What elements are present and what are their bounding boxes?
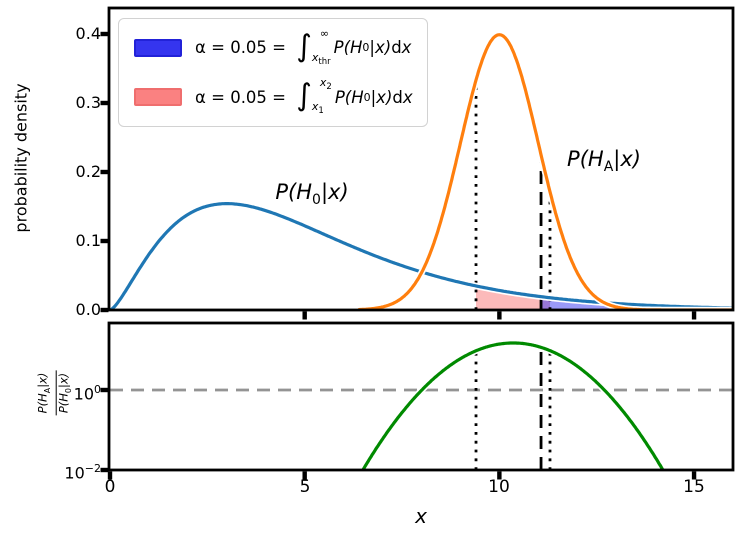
bottom-panel-plot <box>110 339 733 471</box>
legend-formula-central-band: α = 0.05 = ∫ x2 x1 P(H 0 |x) d x <box>195 76 413 117</box>
ytick-base: 10 <box>73 384 94 404</box>
x-axis-label: x <box>415 504 427 528</box>
ytick-exponent: −2 <box>84 462 101 475</box>
legend: α = 0.05 = ∫ ∞ xthr P(H 0 |x) d x α = 0.05 = ∫ x… <box>118 18 428 127</box>
ytick-mark-top-panel <box>100 238 109 244</box>
ytick-mark-bottom-panel <box>100 467 109 473</box>
tick-marks <box>100 31 697 480</box>
xtick-10: 10 <box>488 477 510 497</box>
y-axis-label-top: probability density <box>11 83 31 233</box>
ratio-denominator: P(H0|x) <box>57 372 74 414</box>
xtick-mark-bottom-panel <box>107 471 113 480</box>
ytick-top-0.0: 0.0 <box>75 300 101 319</box>
xtick-mark-bottom-panel <box>691 471 697 480</box>
xtick-mark-top-panel <box>302 311 307 320</box>
xtick-15: 15 <box>683 477 705 497</box>
xtick-0: 0 <box>104 477 116 497</box>
xtick-mark-bottom-panel <box>302 471 307 480</box>
ytick-mark-top-panel <box>100 169 109 175</box>
ratio-curve <box>361 341 665 471</box>
ha-curve-label: P(HA|x) <box>567 146 641 176</box>
alpha-upper-tail-fill <box>541 296 733 310</box>
ytick-exponent: 0 <box>94 383 101 396</box>
ytick-mark-top-panel <box>100 307 109 313</box>
integral-icon: ∫ <box>296 78 312 114</box>
ytick-top-0.3: 0.3 <box>75 93 101 112</box>
h0-curve <box>109 202 734 311</box>
bottom-panel-spines <box>107 321 735 472</box>
ytick-mark-top-panel <box>100 31 109 37</box>
integral-icon: ∫ <box>296 28 312 64</box>
ytick-top-0.1: 0.1 <box>75 231 101 250</box>
ytick-base: 10 <box>64 463 85 483</box>
legend-formula-upper-tail: α = 0.05 = ∫ ∞ xthr P(H 0 |x) d x <box>195 26 412 67</box>
legend-item-upper-tail: α = 0.05 = ∫ ∞ xthr P(H 0 |x) d x <box>119 28 427 68</box>
legend-item-central-band: α = 0.05 = ∫ x2 x1 P(H 0 |x) d x <box>119 77 427 117</box>
ytick-top-0.2: 0.2 <box>75 162 101 181</box>
xtick-mark-top-panel <box>497 311 502 320</box>
legend-swatch-blue <box>134 38 182 57</box>
ytick-bottom-0.01: 10−2 <box>35 458 101 484</box>
xtick-5: 5 <box>299 477 311 497</box>
ytick-bottom-1: 100 <box>35 379 101 405</box>
xtick-mark-top-panel <box>691 311 697 320</box>
ytick-top-0.4: 0.4 <box>75 24 101 43</box>
top-panel-spines <box>107 6 735 312</box>
legend-swatch-pink <box>134 88 182 107</box>
ytick-mark-bottom-panel <box>100 387 109 393</box>
y-axis-label-bottom: P(HA|x) P(H0|x) <box>35 370 77 416</box>
h0-curve-halo <box>109 200 733 311</box>
xtick-mark-bottom-panel <box>497 471 502 480</box>
h0-curve-label: P(H0|x) <box>275 179 349 209</box>
ratio-numerator: P(HA|x) <box>35 370 57 416</box>
ytick-mark-top-panel <box>100 100 109 106</box>
